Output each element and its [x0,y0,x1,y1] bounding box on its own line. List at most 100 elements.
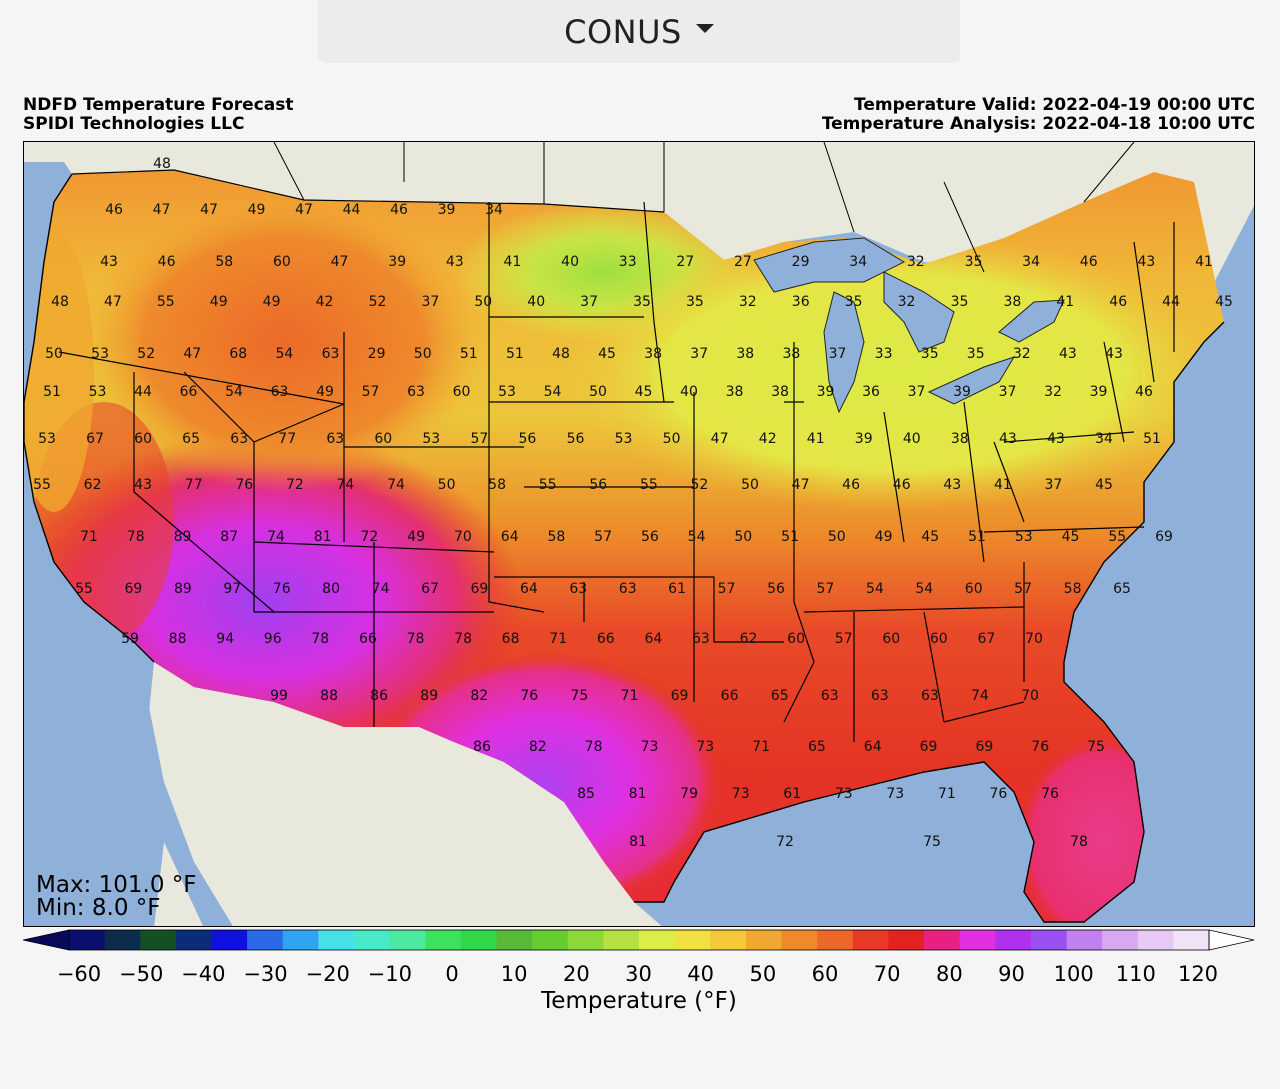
colorbar-tick-label: 30 [625,962,652,986]
temperature-value: 32 [1013,346,1031,362]
temperature-value: 51 [43,384,61,400]
temperature-value: 46 [893,477,911,493]
temperature-value: 89 [420,688,438,704]
temperature-value: 48 [51,294,69,310]
temperature-value: 57 [718,581,736,597]
temperature-value: 80 [322,581,340,597]
temperature-value: 88 [169,631,187,647]
temperature-value: 69 [124,581,142,597]
temperature-value: 54 [544,384,562,400]
colorbar-under-triangle [23,929,70,951]
temperature-map: 48 46 47 47 49 47 44 46 39 34 43 46 58 60 47 39 43 41 40 33… [23,141,1255,927]
temperature-value: 72 [286,477,304,493]
map-credit: SPIDI Technologies LLC [23,114,245,134]
temperature-value: 62 [84,477,102,493]
temperature-value: 50 [414,346,432,362]
temperature-value: 50 [663,431,681,447]
temperature-value: 41 [503,254,521,270]
temperature-value: 97 [223,581,241,597]
max-temp: Max: 101.0 °F [36,872,197,898]
colorbar-frame [68,929,1210,951]
temperature-value: 56 [589,477,607,493]
temperature-value: 85 [577,786,595,802]
temperature-value: 43 [446,254,464,270]
temperature-value: 46 [1109,294,1127,310]
region-selector-dropdown[interactable]: CONUS [318,0,960,63]
coastline [24,173,1225,923]
temperature-value: 47 [104,294,122,310]
colorbar-tick-label: −40 [181,962,226,986]
temperature-value: 34 [1095,431,1113,447]
temperature-value: 78 [454,631,472,647]
temperature-value: 37 [908,384,926,400]
temperature-value: 38 [771,384,789,400]
temperature-value: 79 [680,786,698,802]
temperature-value: 49 [875,529,893,545]
map-stats: Max: 101.0 °F Min: 8.0 °F [36,874,197,920]
temperature-value: 45 [921,529,939,545]
temperature-value: 40 [527,294,545,310]
temperature-value: 65 [808,739,826,755]
temperature-value: 36 [792,294,810,310]
temperature-value: 45 [1215,294,1233,310]
temperature-value: 44 [1162,294,1180,310]
temperature-value: 57 [594,529,612,545]
temperature-value: 53 [498,384,516,400]
temperature-value: 38 [644,346,662,362]
colorbar-segment [959,930,996,950]
colorbar-segment [1066,930,1103,950]
temperature-value: 44 [134,384,152,400]
temperature-value: 51 [781,529,799,545]
temperature-value: 51 [1143,431,1161,447]
temperature-value: 72 [360,529,378,545]
temperature-value: 45 [598,346,616,362]
temperature-value: 43 [1105,346,1123,362]
temperature-value: 27 [676,254,694,270]
temperature-value: 29 [792,254,810,270]
temperature-value: 67 [977,631,995,647]
colorbar-segment [1030,930,1067,950]
temperature-value: 81 [629,786,647,802]
colorbar-tick-label: −50 [118,962,164,986]
colorbar-tick-label: 0 [445,962,459,986]
temperature-value: 36 [862,384,880,400]
colorbar-segment [175,930,212,950]
temperature-value: 55 [157,294,175,310]
colorbar-segment [888,930,925,950]
temperature-value: 73 [696,739,714,755]
temperature-value: 71 [752,739,770,755]
temperature-value: 37 [421,294,439,310]
temperature-value: 41 [807,431,825,447]
temperature-value: 74 [387,477,405,493]
temperature-value: 78 [407,631,425,647]
temperature-value: 78 [585,739,603,755]
temperature-value: 35 [633,294,651,310]
temperature-value: 56 [567,431,585,447]
temperature-value: 69 [470,581,488,597]
temperature-value: 65 [771,688,789,704]
temperature-value: 55 [75,581,93,597]
temperature-value: 70 [1021,688,1039,704]
temperature-value: 50 [828,529,846,545]
temperature-value: 32 [907,254,925,270]
temperature-value: 39 [953,384,971,400]
colorbar-tick-label: −30 [243,962,288,986]
temperature-value: 60 [882,631,900,647]
point-values: 48 46 47 47 49 47 44 46 39 34 43 46 58 60 47 39 43 41 40 33… [33,156,1233,850]
temperature-value: 64 [520,581,538,597]
temperature-value: 81 [629,834,647,850]
temperature-value: 75 [570,688,588,704]
colorbar-segment [639,930,676,950]
colorbar-segment [567,930,604,950]
temperature-value: 42 [316,294,334,310]
temperature-value: 60 [374,431,392,447]
temperature-value: 54 [225,384,243,400]
temperature-value: 46 [158,254,176,270]
colorbar-segment [745,930,782,950]
temperature-value: 32 [1044,384,1062,400]
colorbar-tick-label: 50 [749,962,777,986]
colorbar-over-triangle [1208,929,1255,951]
colorbar-segment [425,930,462,950]
colorbar-segment [995,930,1032,950]
temperature-value: 55 [640,477,658,493]
